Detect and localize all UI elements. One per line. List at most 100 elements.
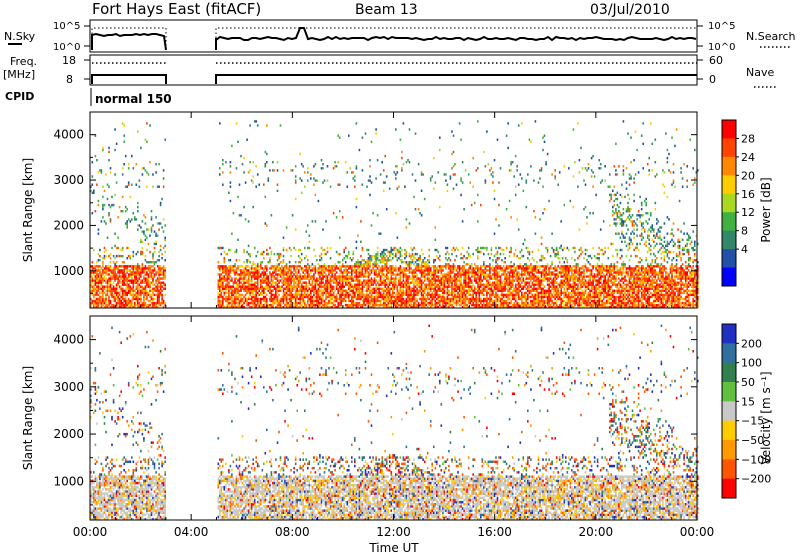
heatmap-cell: [369, 179, 371, 181]
heatmap-cell: [265, 265, 267, 267]
heatmap-cell: [380, 282, 382, 284]
heatmap-cell: [392, 249, 394, 251]
heatmap-cell: [339, 302, 341, 304]
heatmap-cell: [122, 122, 124, 124]
heatmap-cell: [120, 302, 122, 304]
heatmap-cell: [383, 296, 385, 298]
heatmap-cell: [384, 275, 386, 277]
heatmap-cell: [236, 296, 238, 298]
heatmap-cell: [254, 288, 256, 290]
heatmap-cell: [252, 261, 254, 263]
heatmap-cell: [360, 263, 362, 265]
heatmap-cell: [95, 271, 97, 273]
heatmap-cell: [319, 294, 321, 296]
heatmap-cell: [442, 292, 444, 294]
heatmap-cell: [143, 296, 145, 298]
heatmap-cell: [472, 267, 474, 269]
heatmap-cell: [228, 192, 230, 194]
heatmap-cell: [360, 279, 362, 281]
heatmap-cell: [225, 292, 227, 294]
heatmap-cell: [339, 184, 341, 186]
heatmap-cell: [350, 277, 352, 279]
heatmap-cell: [457, 288, 459, 290]
heatmap-cell: [397, 267, 399, 269]
heatmap-cell: [227, 253, 229, 255]
heatmap-cell: [357, 267, 359, 269]
heatmap-cell: [372, 212, 374, 214]
heatmap-cell: [263, 251, 265, 253]
heatmap-cell: [492, 265, 494, 267]
heatmap-cell: [98, 259, 100, 261]
heatmap-cell: [258, 298, 260, 300]
heatmap-cell: [102, 186, 104, 188]
heatmap-cell: [286, 282, 288, 284]
heatmap-cell: [395, 296, 397, 298]
heatmap-cell: [143, 302, 145, 304]
heatmap-cell: [315, 255, 317, 257]
heatmap-cell: [435, 292, 437, 294]
heatmap-cell: [513, 271, 515, 273]
heatmap-cell: [114, 149, 116, 151]
heatmap-cell: [471, 294, 473, 296]
heatmap-cell: [407, 261, 409, 263]
heatmap-cell: [275, 265, 277, 267]
heatmap-cell: [324, 253, 326, 255]
heatmap-cell: [119, 282, 121, 284]
heatmap-cell: [369, 273, 371, 275]
heatmap-cell: [436, 298, 438, 300]
heatmap-cell: [92, 184, 94, 186]
heatmap-cell: [384, 253, 386, 255]
heatmap-cell: [328, 265, 330, 267]
heatmap-cell: [503, 296, 505, 298]
heatmap-cell: [403, 288, 405, 290]
heatmap-cell: [401, 157, 403, 159]
heatmap-cell: [463, 208, 465, 210]
heatmap-cell: [249, 298, 251, 300]
heatmap-cell: [445, 173, 447, 175]
heatmap-cell: [427, 288, 429, 290]
heatmap-cell: [265, 196, 267, 198]
heatmap-cell: [465, 263, 467, 265]
heatmap-cell: [321, 302, 323, 304]
heatmap-cell: [483, 294, 485, 296]
heatmap-cell: [339, 261, 341, 263]
heatmap-cell: [400, 267, 402, 269]
heatmap-cell: [265, 286, 267, 288]
heatmap-cell: [387, 277, 389, 279]
heatmap-cell: [236, 259, 238, 261]
heatmap-cell: [309, 265, 311, 267]
heatmap-cell: [448, 290, 450, 292]
heatmap-cell: [347, 277, 349, 279]
heatmap-cell: [403, 261, 405, 263]
heatmap-cell: [125, 288, 127, 290]
heatmap-cell: [510, 279, 512, 281]
heatmap-cell: [500, 253, 502, 255]
heatmap-cell: [315, 179, 317, 181]
heatmap-cell: [356, 277, 358, 279]
heatmap-cell: [356, 122, 358, 124]
heatmap-cell: [418, 208, 420, 210]
heatmap-cell: [98, 298, 100, 300]
heatmap-cell: [117, 302, 119, 304]
heatmap-cell: [328, 288, 330, 290]
heatmap-cell: [304, 186, 306, 188]
heatmap-cell: [313, 265, 315, 267]
heatmap-cell: [334, 290, 336, 292]
heatmap-cell: [110, 292, 112, 294]
heatmap-cell: [400, 288, 402, 290]
heatmap-cell: [155, 171, 157, 173]
heatmap-cell: [301, 304, 303, 306]
heatmap-cell: [444, 288, 446, 290]
heatmap-cell: [407, 302, 409, 304]
heatmap-cell: [146, 290, 148, 292]
heatmap-cell: [343, 296, 345, 298]
heatmap-cell: [515, 273, 517, 275]
heatmap-cell: [130, 286, 132, 288]
heatmap-cell: [506, 300, 508, 302]
heatmap-cell: [265, 151, 267, 153]
heatmap-cell: [427, 263, 429, 265]
heatmap-cell: [255, 271, 257, 273]
heatmap-cell: [366, 263, 368, 265]
heatmap-cell: [128, 247, 130, 249]
nsky-panel: N.Sky 10^5 10^0 10^5 10^0 N.Search: [4, 20, 796, 53]
